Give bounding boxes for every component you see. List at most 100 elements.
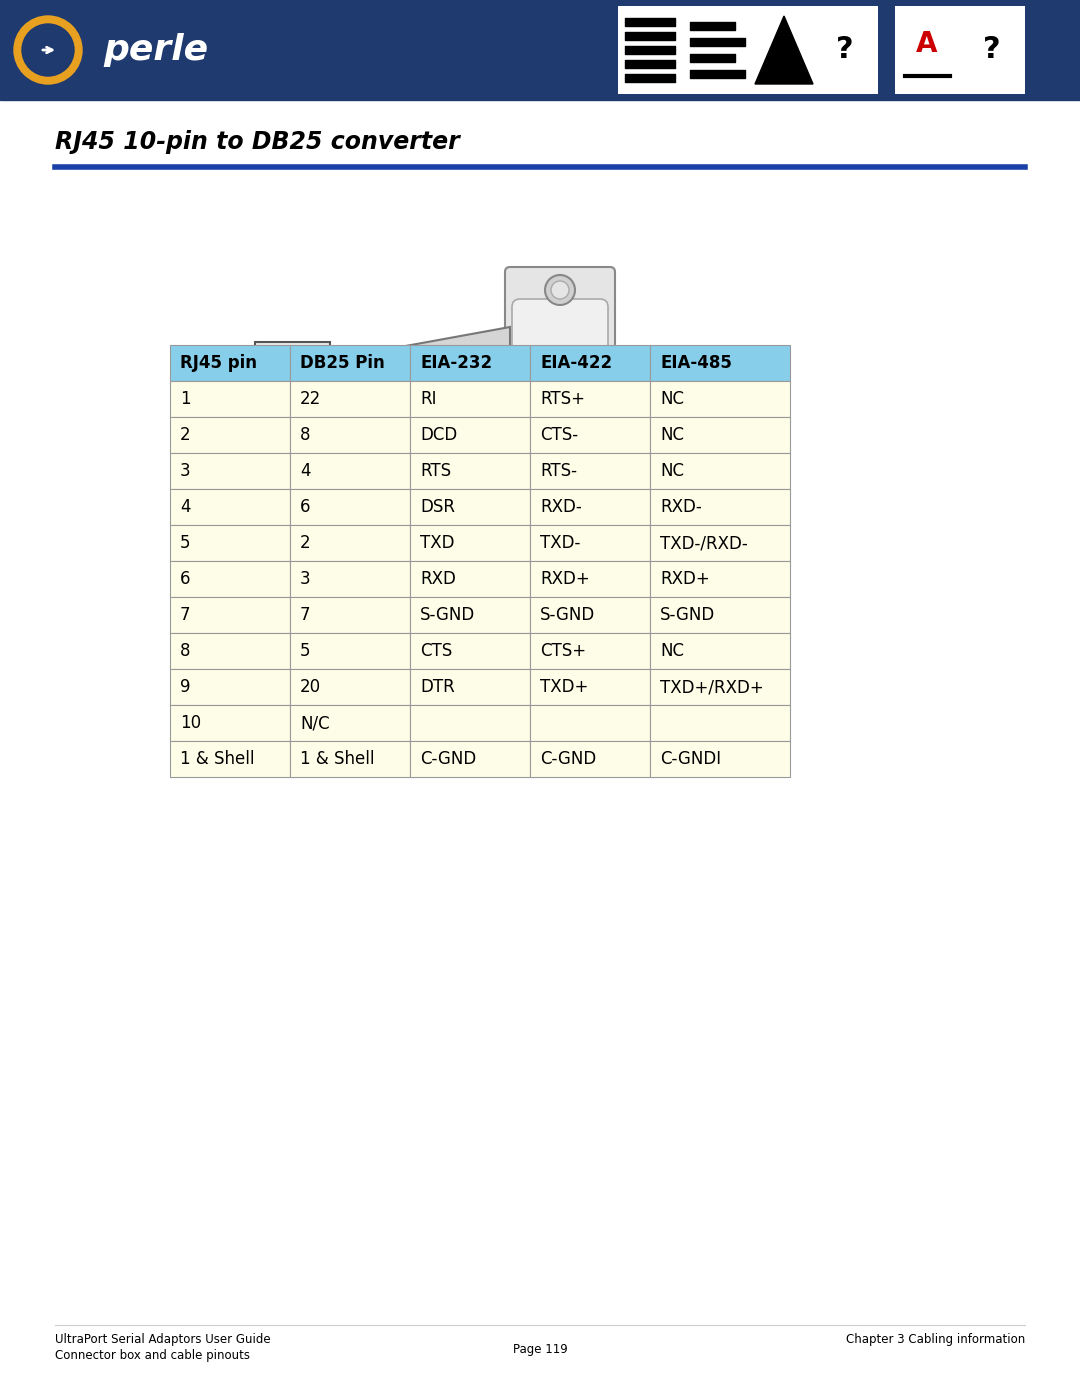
Circle shape bbox=[14, 15, 82, 84]
Bar bbox=[410, 489, 530, 525]
Bar bbox=[530, 597, 650, 633]
Bar bbox=[170, 740, 291, 777]
Bar bbox=[170, 562, 291, 597]
Bar bbox=[335, 367, 370, 407]
Circle shape bbox=[543, 407, 550, 412]
Bar bbox=[170, 705, 291, 740]
Bar bbox=[454, 379, 461, 386]
Bar bbox=[410, 740, 530, 777]
Text: TXD+: TXD+ bbox=[540, 678, 589, 696]
Bar bbox=[813, 6, 878, 94]
Bar bbox=[650, 381, 789, 416]
Bar bbox=[410, 400, 417, 407]
Circle shape bbox=[534, 407, 540, 412]
Bar bbox=[421, 400, 428, 407]
Polygon shape bbox=[370, 362, 400, 412]
Bar bbox=[895, 6, 960, 94]
Bar bbox=[410, 633, 530, 669]
Bar bbox=[530, 381, 650, 416]
Circle shape bbox=[559, 379, 566, 386]
Circle shape bbox=[545, 379, 552, 386]
Bar bbox=[291, 416, 410, 453]
Text: NC: NC bbox=[660, 390, 684, 408]
FancyBboxPatch shape bbox=[512, 299, 608, 475]
Bar bbox=[454, 400, 461, 407]
FancyBboxPatch shape bbox=[405, 362, 465, 412]
Bar bbox=[410, 367, 417, 374]
Bar bbox=[421, 388, 428, 395]
Text: 9: 9 bbox=[180, 678, 190, 696]
Circle shape bbox=[545, 469, 575, 499]
Bar bbox=[650, 345, 789, 381]
Text: RTS+: RTS+ bbox=[540, 390, 585, 408]
Bar bbox=[291, 381, 410, 416]
Bar bbox=[410, 562, 530, 597]
Circle shape bbox=[584, 379, 590, 386]
Circle shape bbox=[555, 379, 561, 386]
Text: CTS: CTS bbox=[420, 643, 453, 659]
Text: CTS-: CTS- bbox=[540, 426, 578, 444]
Bar bbox=[748, 6, 813, 94]
Text: UltraPort Serial Adaptors User Guide: UltraPort Serial Adaptors User Guide bbox=[55, 1333, 271, 1345]
Bar bbox=[421, 367, 428, 374]
Text: Chapter 3 Cabling information: Chapter 3 Cabling information bbox=[846, 1333, 1025, 1345]
Polygon shape bbox=[755, 15, 813, 84]
Bar bbox=[170, 416, 291, 453]
Text: RXD+: RXD+ bbox=[660, 570, 710, 588]
Circle shape bbox=[557, 407, 564, 412]
Circle shape bbox=[553, 407, 559, 412]
Circle shape bbox=[577, 407, 583, 412]
Bar bbox=[650, 597, 789, 633]
Bar bbox=[443, 379, 450, 386]
Text: TXD-/RXD-: TXD-/RXD- bbox=[660, 534, 747, 552]
Text: C-GND: C-GND bbox=[420, 750, 476, 768]
Text: 6: 6 bbox=[180, 570, 190, 588]
Bar bbox=[410, 379, 417, 386]
Bar bbox=[530, 669, 650, 705]
Text: 20: 20 bbox=[300, 678, 321, 696]
Bar bbox=[170, 669, 291, 705]
Text: 6: 6 bbox=[300, 497, 311, 515]
Bar bbox=[683, 6, 748, 94]
Text: DTR: DTR bbox=[420, 678, 455, 696]
Text: RTS: RTS bbox=[420, 462, 451, 481]
Bar bbox=[291, 740, 410, 777]
Bar bbox=[650, 705, 789, 740]
Bar bbox=[650, 633, 789, 669]
Circle shape bbox=[545, 275, 575, 305]
Text: ?: ? bbox=[983, 35, 1001, 64]
Text: NC: NC bbox=[660, 462, 684, 481]
Bar bbox=[410, 705, 530, 740]
Text: RI: RI bbox=[420, 390, 436, 408]
Bar bbox=[454, 388, 461, 395]
Bar bbox=[432, 379, 438, 386]
Text: 8: 8 bbox=[180, 643, 190, 659]
Circle shape bbox=[586, 407, 593, 412]
Bar bbox=[454, 367, 461, 374]
Bar bbox=[170, 381, 291, 416]
Text: RTS-: RTS- bbox=[540, 462, 577, 481]
Text: 2: 2 bbox=[300, 534, 311, 552]
Bar bbox=[530, 562, 650, 597]
Circle shape bbox=[569, 379, 576, 386]
Bar bbox=[650, 740, 789, 777]
Bar bbox=[650, 416, 789, 453]
Bar bbox=[410, 669, 530, 705]
Text: Connector box and cable pinouts: Connector box and cable pinouts bbox=[55, 1348, 249, 1362]
Bar bbox=[432, 367, 438, 374]
Bar bbox=[530, 633, 650, 669]
Text: NC: NC bbox=[660, 643, 684, 659]
Text: TXD: TXD bbox=[420, 534, 455, 552]
Bar bbox=[443, 388, 450, 395]
Bar bbox=[291, 705, 410, 740]
Bar bbox=[650, 562, 789, 597]
Bar bbox=[410, 597, 530, 633]
Circle shape bbox=[551, 281, 569, 299]
Bar bbox=[530, 740, 650, 777]
Text: RXD: RXD bbox=[420, 570, 456, 588]
Text: TXD-: TXD- bbox=[540, 534, 580, 552]
Circle shape bbox=[550, 379, 556, 386]
Bar bbox=[421, 379, 428, 386]
Text: 7: 7 bbox=[300, 606, 311, 624]
Text: EIA-232: EIA-232 bbox=[420, 353, 492, 372]
